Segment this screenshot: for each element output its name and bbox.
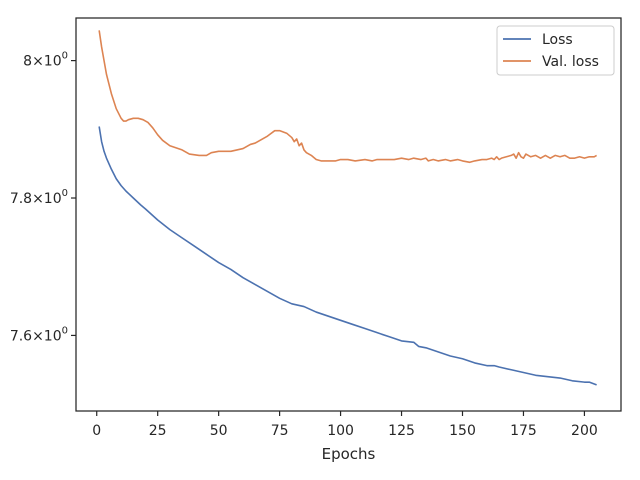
- y-tick-exponent: 0: [62, 51, 68, 62]
- series-line-loss: [98, 126, 597, 386]
- x-tick-label: 175: [510, 423, 537, 439]
- x-tick-label: 100: [327, 423, 354, 439]
- x-tick-label: 50: [210, 423, 228, 439]
- x-tick-label: 0: [92, 423, 101, 439]
- y-tick-base: 8×10: [23, 54, 61, 70]
- x-tick-label: 25: [149, 423, 167, 439]
- y-tick-exponent: 0: [62, 325, 68, 336]
- legend-label: Val. loss: [542, 54, 599, 70]
- x-tick-label: 200: [571, 423, 598, 439]
- x-tick-label: 75: [271, 423, 289, 439]
- x-tick-label: 150: [449, 423, 476, 439]
- legend-label: Loss: [542, 32, 573, 48]
- x-axis-label: Epochs: [322, 445, 376, 463]
- y-tick-label: 7.8×100: [10, 188, 68, 207]
- y-tick-label: 8×100: [23, 51, 68, 70]
- series-line-val-loss: [98, 30, 598, 164]
- y-tick-label: 7.6×100: [10, 325, 68, 344]
- y-tick-exponent: 0: [62, 188, 68, 199]
- x-tick-label: 125: [388, 423, 415, 439]
- axes-layer: 0 25 50 75 100 125 150 175 2007.6×1007.8×1008×10…: [10, 51, 598, 439]
- y-tick-base: 7.8×10: [10, 191, 62, 207]
- y-tick-base: 7.6×10: [10, 328, 62, 344]
- plot-background: [76, 18, 621, 411]
- legend: Loss Val. loss: [496, 25, 615, 76]
- plot-frame: [75, 17, 622, 412]
- series-layer: [98, 30, 598, 386]
